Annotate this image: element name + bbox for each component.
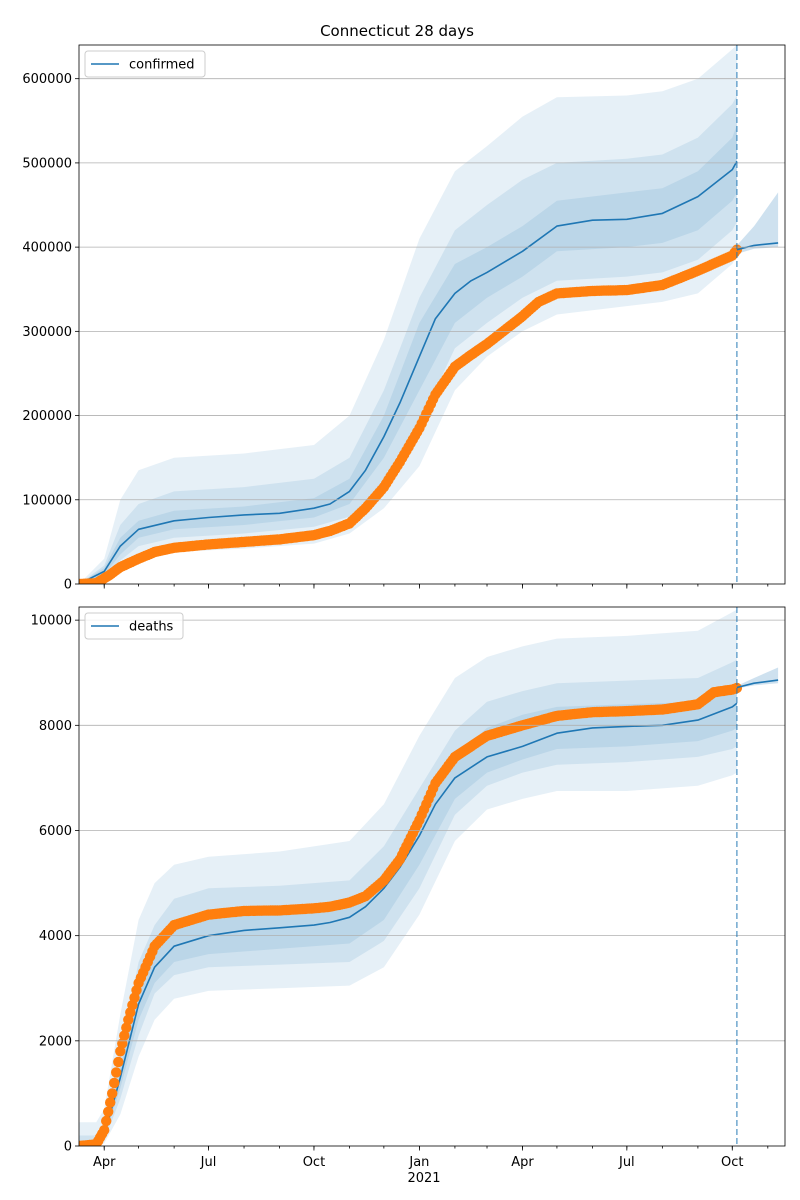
plot-area xyxy=(79,45,779,584)
uncertainty-band-middle xyxy=(79,95,737,584)
observed-point xyxy=(111,1067,122,1078)
uncertainty-band-inner xyxy=(79,683,737,1146)
observed-point xyxy=(121,1022,132,1033)
observed-point xyxy=(119,1030,130,1041)
y-tick-label: 600000 xyxy=(22,72,72,87)
y-tick-label: 10000 xyxy=(31,614,72,629)
x-tick-label: Jan xyxy=(408,1155,429,1170)
x-tick-label: Apr xyxy=(511,1155,534,1170)
x-tick-label: Jul xyxy=(200,1155,217,1170)
legend-label: confirmed xyxy=(129,58,195,73)
y-tick-label: 500000 xyxy=(22,156,72,171)
x-tick-label: Jul xyxy=(618,1155,635,1170)
confirmed-panel: 0 100000 200000 300000 400000 500000 600000 con… xyxy=(22,44,786,593)
y-tick-label: 300000 xyxy=(22,325,72,340)
observed-point xyxy=(99,1125,110,1136)
uncertainty-band-middle xyxy=(79,659,737,1146)
y-tick-label: 200000 xyxy=(22,409,72,424)
y-tick-label: 0 xyxy=(64,578,72,593)
deaths-panel: 0 2000 4000 6000 8000 10000 deaths Apr Jul Oct Jan… xyxy=(31,606,786,1170)
observed-point xyxy=(115,1046,126,1057)
y-tick-label: 6000 xyxy=(39,824,72,839)
observed-point xyxy=(105,1097,116,1108)
legend-box xyxy=(84,612,184,640)
legend: deaths xyxy=(84,612,184,640)
axes-frame xyxy=(78,606,786,1147)
uncertainty-band-forecast xyxy=(736,192,779,254)
observed-point xyxy=(113,1056,124,1068)
observed-point xyxy=(109,1077,120,1089)
y-tick-label: 0 xyxy=(64,1140,72,1155)
forecast-line xyxy=(736,242,779,251)
observed-point xyxy=(101,1115,112,1127)
y-tick-label: 2000 xyxy=(39,1034,72,1049)
y-tick-label: 4000 xyxy=(39,929,72,944)
y-tick-label: 400000 xyxy=(22,241,72,256)
y-tick-label: 100000 xyxy=(22,493,72,508)
plot-area xyxy=(79,609,779,1146)
observed-point xyxy=(103,1106,114,1118)
uncertainty-band-inner xyxy=(79,125,737,584)
x-tick-label: Oct xyxy=(303,1155,325,1170)
x-tick-label: Apr xyxy=(93,1155,116,1170)
series-line-confirmed xyxy=(79,160,738,584)
legend-box xyxy=(84,50,206,78)
y-tick-label: 8000 xyxy=(39,719,72,734)
uncertainty-band-outer xyxy=(79,609,737,1146)
series-line-deaths xyxy=(79,702,738,1146)
observed-point xyxy=(107,1088,118,1099)
forecast-line xyxy=(736,679,779,689)
uncertainty-band-outer xyxy=(79,45,737,584)
legend-label: deaths xyxy=(129,620,174,635)
x-axis-year-label: 2021 xyxy=(407,1171,440,1186)
axes-frame xyxy=(78,44,786,585)
chart-title: Connecticut 28 days xyxy=(320,22,474,40)
uncertainty-band-forecast xyxy=(736,667,779,689)
legend: confirmed xyxy=(84,50,206,78)
x-tick-label: Oct xyxy=(721,1155,743,1170)
